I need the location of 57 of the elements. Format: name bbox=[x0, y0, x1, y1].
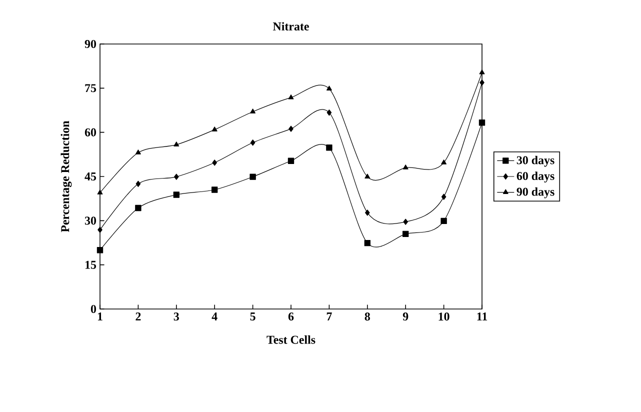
x-tick-label: 3 bbox=[174, 312, 179, 321]
point bbox=[365, 210, 370, 216]
y-tick-label: 90 bbox=[84, 40, 96, 48]
y-tick-label: 15 bbox=[85, 260, 96, 269]
point bbox=[440, 218, 447, 224]
point bbox=[403, 218, 408, 225]
y-tick-label: 60 bbox=[84, 128, 96, 136]
point bbox=[212, 186, 218, 193]
point bbox=[478, 120, 486, 126]
x-tick-label: 8 bbox=[364, 312, 370, 321]
y-tick-label: 75 bbox=[85, 84, 96, 92]
point bbox=[288, 126, 294, 132]
point bbox=[250, 108, 256, 114]
point bbox=[174, 142, 180, 146]
point bbox=[98, 226, 102, 233]
point bbox=[364, 174, 370, 178]
point bbox=[479, 69, 485, 74]
point bbox=[250, 174, 256, 180]
x-tick-label: 11 bbox=[477, 312, 488, 320]
x-tick-label: 4 bbox=[212, 312, 218, 320]
x-axis-title: Test Cells bbox=[266, 335, 316, 344]
point bbox=[364, 240, 370, 246]
point bbox=[96, 247, 104, 254]
point bbox=[136, 180, 141, 187]
legend-label: 30 days bbox=[516, 156, 554, 167]
point bbox=[174, 174, 179, 180]
y-axis-title: Percentage Reduction bbox=[60, 120, 72, 232]
point bbox=[212, 126, 218, 132]
point bbox=[402, 230, 409, 238]
point bbox=[480, 79, 484, 86]
x-tick-label: 10 bbox=[438, 312, 450, 321]
point bbox=[402, 164, 408, 170]
point bbox=[326, 110, 332, 116]
x-tick-label: 1 bbox=[98, 312, 102, 320]
point bbox=[135, 150, 141, 154]
x-tick-label: 7 bbox=[326, 312, 332, 320]
point bbox=[250, 140, 256, 146]
y-tick-label: 30 bbox=[84, 216, 96, 225]
point bbox=[97, 190, 103, 194]
x-tick-label: 5 bbox=[250, 312, 256, 320]
point bbox=[288, 94, 294, 100]
x-tick-label: 9 bbox=[402, 312, 408, 321]
legend-label: 90 days bbox=[516, 187, 554, 198]
chart-title: Nitrate bbox=[272, 22, 309, 30]
legend-label: 60 days bbox=[516, 172, 554, 182]
point bbox=[326, 86, 332, 90]
y-tick-label: 0 bbox=[90, 304, 96, 314]
point bbox=[135, 204, 142, 212]
x-tick-label: 2 bbox=[136, 312, 141, 320]
point bbox=[326, 144, 332, 151]
point bbox=[288, 158, 294, 164]
point bbox=[212, 160, 217, 166]
y-tick-label: 45 bbox=[84, 172, 96, 180]
x-tick-label: 6 bbox=[288, 312, 294, 321]
point bbox=[441, 160, 447, 164]
point bbox=[173, 192, 180, 198]
point bbox=[441, 194, 446, 200]
